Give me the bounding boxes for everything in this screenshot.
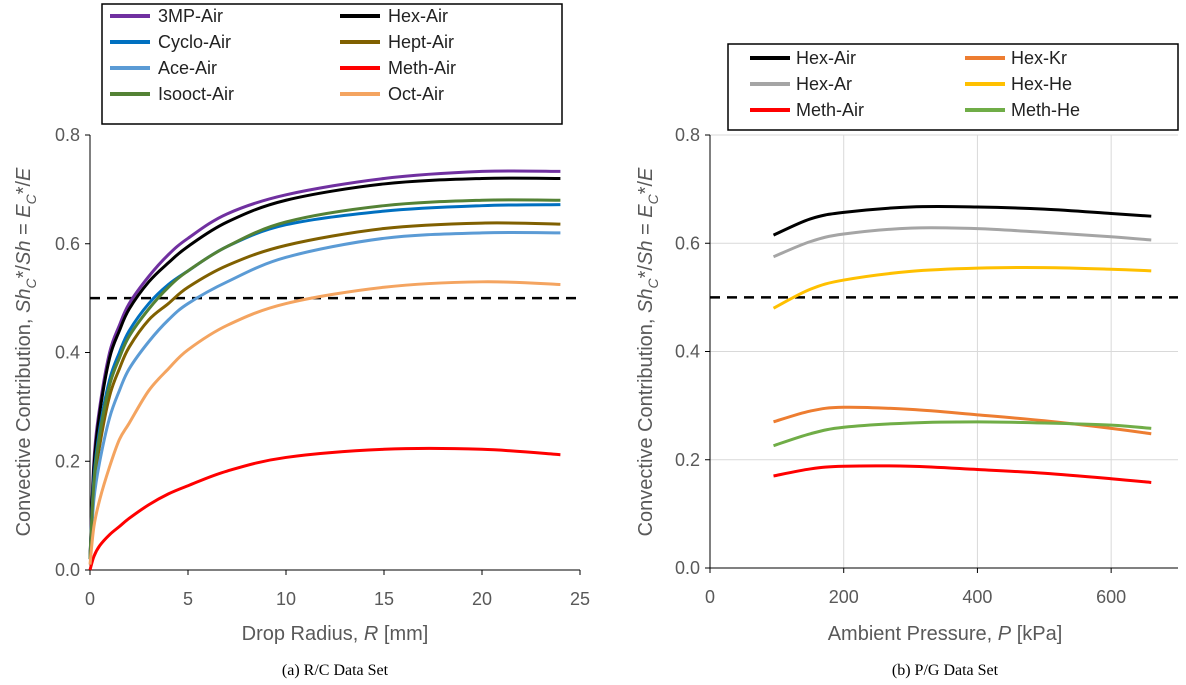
y-tick-label: 0.8 (675, 125, 700, 145)
y-axis-title-b: Convective Contribution, ShC*/Sh = EC*/E (635, 167, 661, 536)
series-line-hex-kr (773, 405, 1152, 436)
legend-label-oct-air: Oct-Air (388, 84, 444, 104)
y-tick-label: 0.2 (675, 450, 700, 470)
y-tick-label: 0.4 (675, 342, 700, 362)
series-line-hex-ar (772, 226, 1152, 259)
ticks-a: 0.0 0.2 0.4 0.6 0.8 0 5 10 15 20 25 (55, 125, 590, 609)
legend-label-hex-kr: Hex-Kr (1011, 48, 1067, 68)
y-axis-title-b-mid1: */ (635, 265, 657, 279)
caption-b: (b) P/G Data Set (892, 662, 999, 679)
y-axis-title-a-e: E (13, 204, 35, 218)
y-tick-label: 0.6 (55, 234, 80, 254)
legend-label-isooct-air: Isooct-Air (158, 84, 234, 104)
gridlines-b (709, 134, 1178, 569)
y-tick-label: 0.2 (55, 451, 80, 471)
y-axis-title-a-prefix: Convective Contribution, (13, 313, 35, 536)
y-axis-title-a-sh2: Sh (13, 241, 35, 265)
x-tick-label: 200 (829, 587, 859, 607)
x-axis-title-b-prefix: Ambient Pressure, (828, 623, 998, 645)
y-axis-title-a-sh: Sh (13, 288, 35, 312)
series-line-meth-air (88, 446, 561, 571)
y-axis-title-b-sub2: C (645, 193, 661, 204)
x-axis-title-a-var: R (364, 623, 378, 645)
legend-a: 3MP-Air Hex-Air Cyclo-Air Hept-Air Ace-Air Me… (110, 6, 456, 104)
x-tick-label: 25 (570, 589, 590, 609)
legend-label-hex-ar: Hex-Ar (796, 74, 852, 94)
x-axis-title-b-var: P (998, 623, 1012, 645)
legend-label-hex-he: Hex-He (1011, 74, 1072, 94)
x-tick-label: 10 (276, 589, 296, 609)
legend-b: Hex-Air Hex-Kr Hex-Ar Hex-He Meth-Air Meth-He (750, 48, 1080, 120)
series-line-oct-air (88, 280, 561, 565)
x-tick-label: 0 (705, 587, 715, 607)
y-axis-title-a-sub2: C (23, 193, 39, 204)
y-axis-title-b-sub1: C (645, 277, 661, 288)
x-tick-label: 600 (1096, 587, 1126, 607)
legend-label-meth-he: Meth-He (1011, 100, 1080, 120)
series-line-meth-he (773, 420, 1152, 448)
y-axis-title-a-e2: E (13, 167, 35, 181)
legend-label-meth-air: Meth-Air (388, 58, 456, 78)
y-tick-label: 0.0 (675, 558, 700, 578)
y-axis-title-b-eq: = (635, 218, 657, 241)
series-line-hex-air (772, 204, 1152, 237)
panel-a-chart: 3MP-Air Hex-Air Cyclo-Air Hept-Air Ace-Air Me… (13, 3, 590, 679)
y-axis-title-a-sub1: C (23, 277, 39, 288)
series-line-hex-he (772, 266, 1152, 310)
series-line-meth-air (773, 464, 1152, 484)
x-tick-label: 20 (472, 589, 492, 609)
legend-label-meth-air: Meth-Air (796, 100, 864, 120)
series-line-3mp-air (88, 169, 561, 560)
y-axis-title-b-mid2: */ (635, 180, 657, 194)
legend-label-hex-air: Hex-Air (796, 48, 856, 68)
y-axis-title-a-mid1: */ (13, 265, 35, 279)
y-axis-title-b-prefix: Convective Contribution, (635, 313, 657, 536)
series-line-ace-air (88, 230, 561, 560)
x-axis-title-a: Drop Radius, R [mm] (242, 623, 429, 645)
legend-b-box (727, 43, 1179, 131)
y-tick-label: 0.6 (675, 233, 700, 253)
x-tick-label: 15 (374, 589, 394, 609)
y-tick-label: 0.4 (55, 343, 80, 363)
ticks-b: 0.0 0.2 0.4 0.6 0.8 0 200 400 600 (675, 125, 1126, 607)
legend-label-ace-air: Ace-Air (158, 58, 217, 78)
series-a (88, 169, 561, 571)
y-axis-title-b-e2: E (635, 167, 657, 181)
series-line-hept-air (88, 221, 561, 560)
series-line-hex-air (88, 176, 561, 560)
caption-a: (a) R/C Data Set (282, 662, 389, 679)
series-line-cyclo-air (88, 203, 561, 560)
legend-label-hept-air: Hept-Air (388, 32, 454, 52)
y-axis-title-a: Convective Contribution, ShC*/Sh = EC*/E (13, 167, 39, 536)
y-tick-label: 0.0 (55, 560, 80, 580)
y-axis-title-b-sh2: Sh (635, 241, 657, 265)
y-tick-label: 0.8 (55, 125, 80, 145)
x-tick-label: 0 (85, 589, 95, 609)
x-axis-title-b-unit: [kPa] (1011, 623, 1062, 645)
x-axis-title-a-unit: [mm] (378, 623, 428, 645)
panel-b-chart: Hex-Air Hex-Kr Hex-Ar Hex-He Meth-Air Meth-He… (635, 43, 1179, 679)
x-tick-label: 5 (183, 589, 193, 609)
series-line-isooct-air (88, 198, 561, 560)
x-axis-title-a-prefix: Drop Radius, (242, 623, 364, 645)
y-axis-title-a-eq: = (13, 218, 35, 241)
legend-label-3mp-air: 3MP-Air (158, 6, 223, 26)
legend-a-box (101, 3, 563, 125)
series-b (772, 204, 1152, 484)
y-axis-title-b-sh: Sh (635, 288, 657, 312)
x-tick-label: 400 (962, 587, 992, 607)
legend-label-cyclo-air: Cyclo-Air (158, 32, 231, 52)
legend-label-hex-air: Hex-Air (388, 6, 448, 26)
x-axis-title-b: Ambient Pressure, P [kPa] (828, 623, 1063, 645)
y-axis-title-b-e: E (635, 204, 657, 218)
y-axis-title-a-mid2: */ (13, 180, 35, 194)
